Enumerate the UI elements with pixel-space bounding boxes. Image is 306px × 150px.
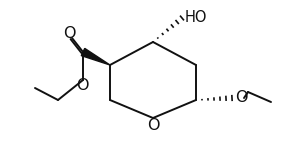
Text: O: O (147, 117, 159, 132)
Text: HO: HO (185, 9, 207, 24)
Polygon shape (81, 48, 110, 65)
Text: O: O (235, 90, 248, 105)
Text: O: O (63, 27, 75, 42)
Text: O: O (76, 78, 88, 93)
